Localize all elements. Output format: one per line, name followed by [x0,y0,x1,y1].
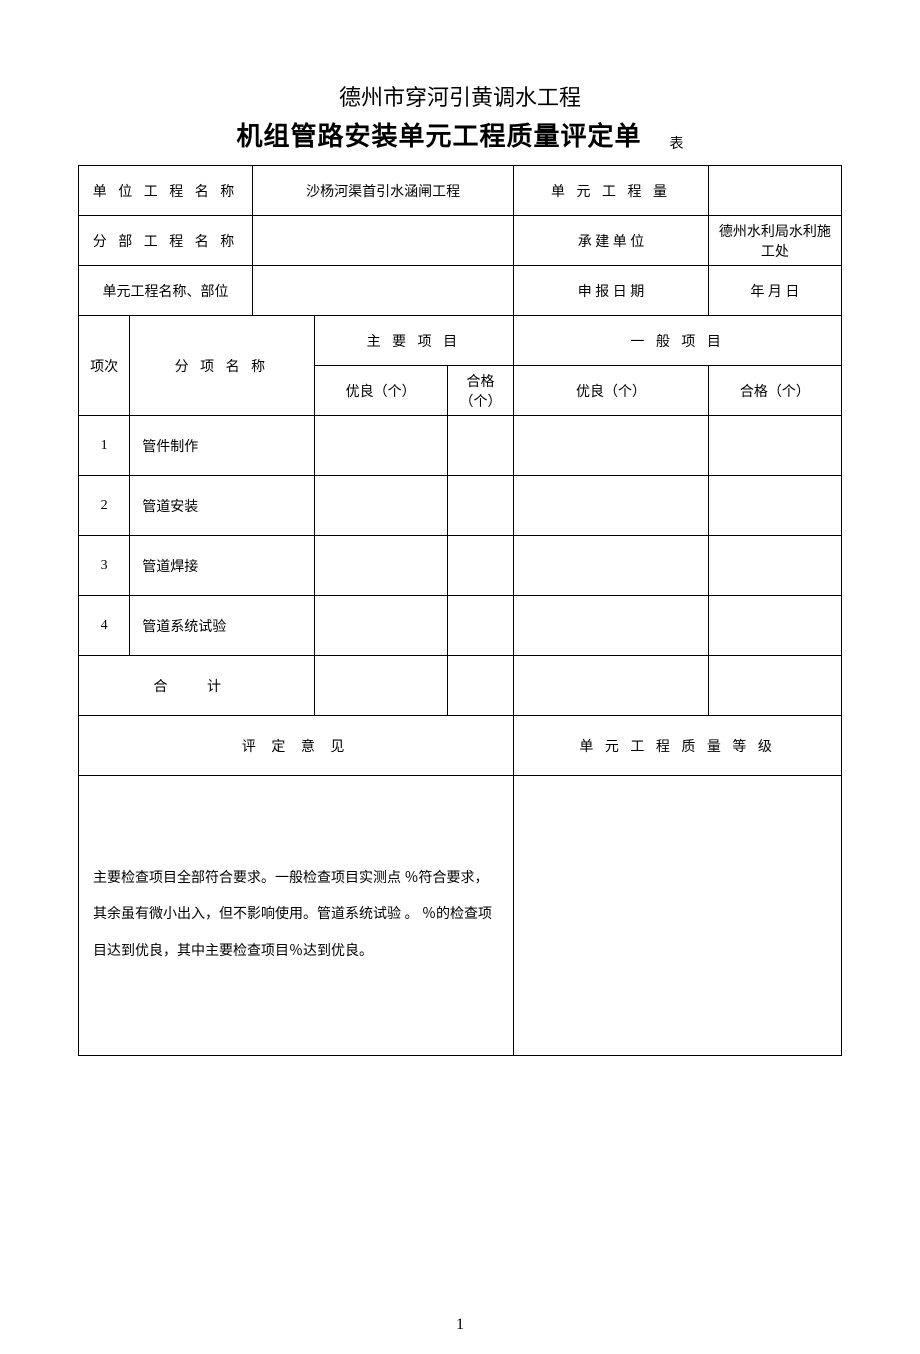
col-index: 项次 [79,316,130,416]
row-3-idx: 3 [79,536,130,596]
row-3-name: 管道焊接 [130,536,314,596]
row-1-main-exc [314,416,447,476]
value-contractor: 德州水利局水利施工处 [708,216,841,266]
row-1-idx: 1 [79,416,130,476]
header-suffix: 表 [670,137,684,152]
row-total-gen-pass [708,656,841,716]
header-title: 机组管路安装单元工程质量评定单 [236,116,641,153]
col-gen-pass: 合格（个） [708,366,841,416]
row-3-gen-pass [708,536,841,596]
row-4-name: 管道系统试验 [130,596,314,656]
row-2-main-pass [447,476,514,536]
row-3-main-exc [314,536,447,596]
row-2-gen-pass [708,476,841,536]
col-main: 主 要 项 目 [314,316,514,366]
header-line1: 德州市穿河引黄调水工程 [78,80,842,112]
header-line2-wrap: 机组管路安装单元工程质量评定单 表 [78,116,842,153]
row-2-main-exc [314,476,447,536]
row-total-label: 合 计 [79,656,315,716]
row-total-gen-exc [514,656,709,716]
row-1-name: 管件制作 [130,416,314,476]
row-3-main-pass [447,536,514,596]
row-total-main-exc [314,656,447,716]
grade-label: 单 元 工 程 质 量 等 级 [514,716,842,776]
label-subproject: 分 部 工 程 名 称 [79,216,253,266]
label-contractor: 承 建 单 位 [514,216,709,266]
row-4-main-pass [447,596,514,656]
row-2-idx: 2 [79,476,130,536]
row-4-gen-pass [708,596,841,656]
row-3-gen-exc [514,536,709,596]
row-2-name: 管道安装 [130,476,314,536]
col-main-excellent: 优良（个） [314,366,447,416]
col-general: 一 般 项 目 [514,316,842,366]
row-1-main-pass [447,416,514,476]
label-unit-amount: 单 元 工 程 量 [514,166,709,216]
value-unit-part [253,266,514,316]
evaluation-table: 单 位 工 程 名 称 沙杨河渠首引水涵闸工程 单 元 工 程 量 分 部 工 … [78,165,842,1056]
label-unit-project: 单 位 工 程 名 称 [79,166,253,216]
grade-value [514,776,842,1056]
col-subitem: 分 项 名 称 [130,316,314,416]
row-1-gen-pass [708,416,841,476]
row-4-idx: 4 [79,596,130,656]
value-report-date: 年 月 日 [708,266,841,316]
row-1-gen-exc [514,416,709,476]
row-4-main-exc [314,596,447,656]
label-report-date: 申 报 日 期 [514,266,709,316]
col-gen-excellent: 优良（个） [514,366,709,416]
row-2-gen-exc [514,476,709,536]
opinion-label: 评 定 意 见 [79,716,514,776]
row-4-gen-exc [514,596,709,656]
opinion-text: 主要检查项目全部符合要求。一般检查项目实测点 ％符合要求，其余虽有微小出入，但不… [79,776,514,1056]
page-number: 1 [78,1316,842,1334]
value-subproject [253,216,514,266]
label-unit-part: 单元工程名称、部位 [79,266,253,316]
row-total-main-pass [447,656,514,716]
value-unit-amount [708,166,841,216]
value-unit-project: 沙杨河渠首引水涵闸工程 [253,166,514,216]
col-main-pass: 合格（个） [447,366,514,416]
